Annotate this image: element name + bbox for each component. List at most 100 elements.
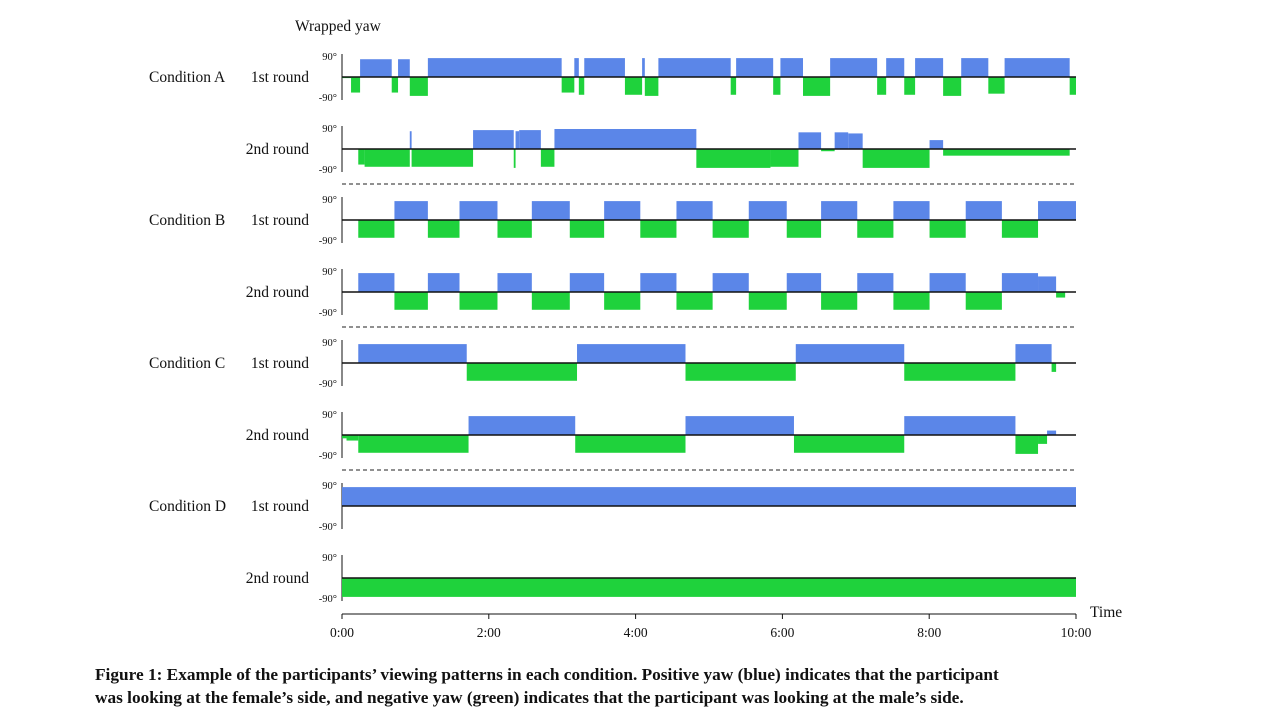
figure-caption: Figure 1: Example of the participants’ v… [95, 663, 1195, 709]
yaw-positive-segment [685, 416, 794, 435]
yaw-positive-segment [360, 59, 392, 77]
yaw-positive-segment [358, 273, 395, 292]
x-tick-label: 6:00 [770, 625, 794, 640]
y-tick-label-bottom: -90° [319, 522, 337, 533]
yaw-negative-segment [624, 77, 643, 95]
x-tick-label: 0:00 [330, 625, 354, 640]
yaw-positive-segment [409, 131, 412, 149]
yaw-positive-segment [857, 273, 894, 292]
yaw-negative-segment [793, 435, 905, 453]
yaw-negative-segment [604, 292, 641, 310]
condition-b: Condition B 1st round 90° -90° 2nd round 90° -… [149, 195, 1076, 319]
yaw-negative-segment [531, 292, 570, 310]
yaw-negative-segment [786, 220, 822, 238]
yaw-positive-segment [780, 58, 804, 77]
condition-label: Condition C [149, 355, 225, 372]
yaw-positive-segment [531, 201, 570, 220]
round-label: 1st round [251, 498, 309, 515]
yaw-positive-segment [915, 58, 944, 77]
yaw-negative-segment [578, 77, 585, 95]
x-axis: 0:00 2:00 4:00 6:00 8:00 10:00 [330, 613, 1092, 640]
yaw-negative-segment [929, 220, 966, 238]
yaw-negative-segment [644, 77, 659, 96]
yaw-negative-segment [391, 77, 399, 93]
yaw-positive-segment [676, 201, 713, 220]
y-tick-label-top: 90° [322, 410, 337, 421]
yaw-positive-segment [519, 130, 541, 149]
y-tick-label-bottom: -90° [319, 236, 337, 247]
yaw-negative-segment [730, 77, 737, 95]
viewing-pattern-chart: Wrapped yaw Condition A 1st round90°-90°2… [149, 18, 1122, 640]
yaw-positive-segment [604, 201, 641, 220]
yaw-positive-segment [795, 344, 905, 363]
y-tick-label-top: 90° [322, 52, 337, 63]
x-tick-label: 8:00 [917, 625, 941, 640]
yaw-positive-segment [358, 344, 467, 363]
yaw-negative-segment [346, 435, 359, 441]
y-tick-label-top: 90° [322, 124, 337, 135]
yaw-negative-segment [540, 149, 555, 167]
yaw-positive-segment [821, 201, 858, 220]
yaw-negative-segment [821, 149, 835, 152]
yaw-negative-segment [1069, 77, 1076, 95]
yaw-positive-segment [830, 58, 878, 77]
x-tick-label: 10:00 [1061, 625, 1092, 640]
yaw-positive-segment [427, 273, 460, 292]
yaw-negative-segment [904, 363, 1016, 381]
y-tick-label-top: 90° [322, 553, 337, 564]
caption-line-2: was looking at the female’s side, and ne… [95, 688, 964, 707]
y-tick-label-top: 90° [322, 267, 337, 278]
round-1-track: 1st round 90° -90° [251, 338, 1076, 390]
yaw-positive-segment [574, 58, 579, 77]
yaw-negative-segment [358, 435, 469, 453]
yaw-negative-segment [770, 149, 799, 167]
yaw-negative-segment [394, 292, 428, 310]
yaw-positive-segment [748, 201, 787, 220]
yaw-negative-segment [1056, 292, 1066, 298]
yaw-positive-segment [394, 201, 428, 220]
yaw-negative-segment [466, 363, 578, 381]
yaw-positive-segment [658, 58, 731, 77]
yaw-negative-segment [640, 220, 677, 238]
yaw-positive-segment [886, 58, 905, 77]
yaw-negative-segment [748, 292, 787, 310]
round-label: 2nd round [246, 141, 310, 158]
yaw-positive-segment [1015, 344, 1052, 363]
yaw-positive-segment [569, 273, 605, 292]
yaw-negative-segment [358, 220, 395, 238]
yaw-positive-segment [1047, 430, 1057, 435]
yaw-negative-segment [943, 77, 962, 96]
yaw-positive-segment [1001, 273, 1039, 292]
caption-line-1: Figure 1: Example of the participants’ v… [95, 665, 999, 684]
round-label: 2nd round [246, 427, 310, 444]
y-tick-label-top: 90° [322, 338, 337, 349]
y-tick-label-top: 90° [322, 195, 337, 206]
yaw-negative-segment [364, 149, 410, 167]
yaw-negative-segment [342, 578, 1076, 597]
yaw-negative-segment [877, 77, 887, 95]
x-tick-label: 2:00 [477, 625, 501, 640]
yaw-negative-segment [696, 149, 771, 168]
yaw-negative-segment [575, 435, 686, 453]
yaw-positive-segment [736, 58, 774, 77]
yaw-positive-segment [515, 131, 520, 149]
yaw-positive-segment [640, 273, 677, 292]
yaw-negative-segment [821, 292, 858, 310]
yaw-positive-segment [398, 59, 410, 77]
yaw-positive-segment [577, 344, 686, 363]
yaw-positive-segment [904, 416, 1016, 435]
round-label: 1st round [251, 69, 309, 86]
round-2-track: 2nd round 90° -90° [246, 410, 1076, 462]
yaw-negative-segment [427, 220, 460, 238]
yaw-negative-segment [773, 77, 781, 95]
yaw-negative-segment [676, 292, 713, 310]
y-tick-label-bottom: -90° [319, 308, 337, 319]
yaw-negative-segment [513, 149, 516, 168]
yaw-negative-segment [893, 292, 930, 310]
yaw-negative-segment [857, 220, 894, 238]
yaw-positive-segment [893, 201, 930, 220]
yaw-positive-segment [965, 201, 1002, 220]
yaw-negative-segment [358, 149, 365, 165]
condition-c: Condition C 1st round 90° -90° 2nd round 90° -… [149, 338, 1076, 462]
yaw-negative-segment [904, 77, 916, 95]
